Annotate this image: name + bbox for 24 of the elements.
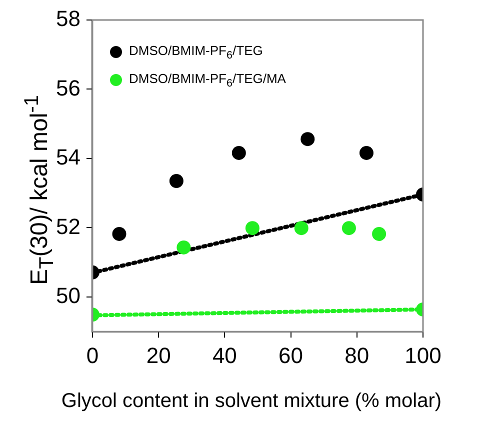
point — [176, 240, 191, 254]
y-tick-label: 54 — [56, 144, 80, 170]
x-tick-label: 0 — [86, 342, 99, 368]
legend-label: DMSO/BMIM-PF$_{6}$/TEG/MA — [129, 70, 286, 90]
point — [300, 132, 315, 146]
point — [372, 226, 386, 241]
point — [245, 221, 260, 236]
point — [169, 174, 184, 188]
y-tick-label: 50 — [56, 283, 80, 308]
x-tick-label: 80 — [344, 342, 370, 368]
x-tick-label: 60 — [278, 342, 304, 368]
point — [112, 226, 126, 241]
y-tick-label: 52 — [56, 214, 80, 239]
x-tick-label: 20 — [146, 342, 171, 368]
legend-label: DMSO/BMIM-PF$_{6}$/TEG — [129, 42, 263, 62]
point — [342, 221, 356, 236]
point — [294, 221, 308, 236]
y-tick-label: 58 — [56, 6, 80, 32]
x-axis-title: Glycol content in solvent mixture (% molar) — [60, 390, 443, 413]
point — [232, 146, 246, 160]
x-tick-label: 40 — [212, 342, 237, 368]
x-tick-label: 100 — [404, 342, 442, 368]
point — [359, 146, 374, 160]
y-tick-label: 56 — [56, 75, 80, 100]
